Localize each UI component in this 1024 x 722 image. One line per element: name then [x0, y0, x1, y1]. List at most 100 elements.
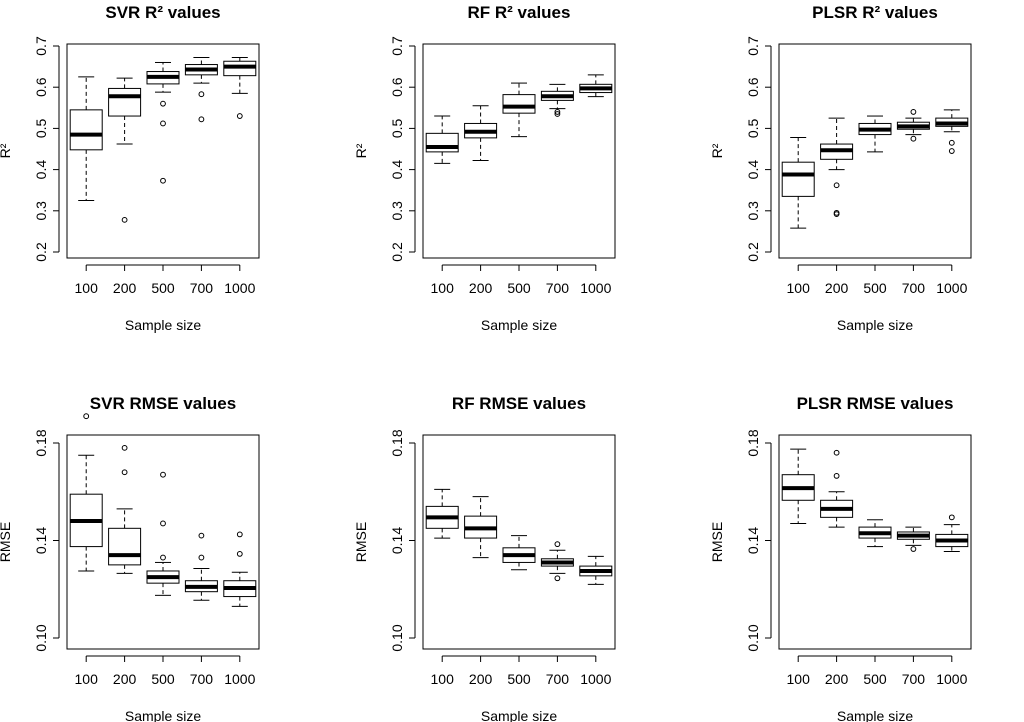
x-tick-label: 700 [902, 280, 926, 296]
iqr-box [781, 161, 815, 197]
y-tick-label: 0.2 [33, 242, 49, 262]
chart-panel-6: PLSR RMSE values 0.10 0.14 0.18 RMSE 100 200 50… [709, 394, 972, 722]
x-axis-label: Sample size [837, 317, 913, 333]
outlier-point [198, 116, 205, 123]
y-tick-label: 0.3 [745, 201, 761, 221]
y-tick-label: 0.6 [389, 77, 405, 97]
box-500 [502, 82, 536, 138]
x-tick-label: 700 [190, 280, 214, 296]
box-100 [69, 413, 103, 572]
outlier-point [554, 111, 561, 117]
y-axis-label: R² [0, 143, 13, 158]
y-tick-label: 0.4 [33, 160, 49, 180]
chart-title: RF R² values [468, 3, 571, 22]
x-tick-label: 200 [113, 280, 137, 296]
outlier-point [198, 532, 205, 539]
outlier-point [554, 109, 561, 115]
chart-panel-3: PLSR R² values 0.2 0.3 0.4 0.5 0.6 0.7 R² 100 200… [709, 3, 972, 333]
outlier-point [910, 546, 917, 552]
y-axis-label: R² [709, 143, 725, 158]
y-tick-label: 0.5 [33, 118, 49, 138]
chart-title: RF RMSE values [452, 394, 586, 413]
y-tick-label: 0.7 [745, 36, 761, 56]
outlier-point [160, 520, 166, 527]
outlier-point [198, 554, 205, 561]
y-tick-label: 0.18 [33, 429, 49, 456]
y-tick-label: 0.7 [33, 36, 49, 56]
x-tick-label: 500 [863, 671, 887, 687]
chart-panel-5: RF RMSE values 0.10 0.14 0.18 RMSE 100 200 500 7… [353, 394, 616, 722]
x-tick-label: 100 [431, 280, 455, 296]
x-tick-label: 500 [507, 671, 531, 687]
iqr-box [69, 109, 103, 151]
box-1000 [935, 514, 969, 552]
box-500 [858, 519, 892, 548]
x-tick-label: 500 [151, 280, 175, 296]
y-tick-label: 0.3 [389, 201, 405, 221]
box-1000 [223, 57, 257, 119]
y-tick-label: 0.5 [745, 118, 761, 138]
box-100 [781, 136, 815, 229]
y-axis-label: R² [353, 143, 369, 158]
x-axis-label: Sample size [837, 708, 913, 722]
plot-frame [778, 43, 972, 259]
x-tick-label: 700 [546, 671, 570, 687]
y-tick-label: 0.4 [389, 160, 405, 180]
chart-panel-4: SVR RMSE values 0.10 0.14 0.18 RMSE 100 200 500… [0, 394, 260, 722]
outlier-point [160, 100, 166, 107]
outlier-point [236, 531, 243, 538]
x-tick-label: 700 [902, 671, 926, 687]
outlier-point [833, 211, 840, 217]
x-tick-label: 1000 [580, 280, 611, 296]
box-100 [69, 76, 103, 201]
chart-title: PLSR RMSE values [797, 394, 954, 413]
outlier-point [833, 473, 840, 479]
x-axis-label: Sample size [125, 708, 201, 722]
box-500 [146, 471, 180, 596]
box-500 [502, 535, 536, 571]
plot-frame [66, 43, 260, 259]
outlier-point [910, 135, 917, 142]
box-700 [184, 532, 218, 601]
box-700 [896, 526, 930, 552]
y-tick-label: 0.18 [389, 429, 405, 456]
outlier-point [160, 554, 166, 561]
x-tick-label: 200 [469, 671, 493, 687]
y-tick-label: 0.2 [389, 242, 405, 262]
chart-title: SVR R² values [105, 3, 220, 22]
y-tick-label: 0.18 [745, 429, 761, 456]
x-axis-label: Sample size [481, 708, 557, 722]
chart-panel-2: RF R² values 0.2 0.3 0.4 0.5 0.6 0.7 R² 100 200 50… [353, 3, 616, 333]
box-700 [184, 57, 218, 123]
box-500 [858, 115, 892, 153]
y-tick-label: 0.10 [745, 624, 761, 651]
box-1000 [579, 74, 613, 98]
box-700 [540, 83, 574, 117]
x-tick-label: 100 [431, 671, 455, 687]
x-tick-label: 1000 [224, 671, 255, 687]
x-tick-label: 200 [825, 671, 849, 687]
box-500 [146, 61, 180, 184]
y-tick-label: 0.7 [389, 36, 405, 56]
x-tick-label: 100 [787, 671, 811, 687]
box-200 [464, 105, 498, 162]
box-200 [108, 444, 142, 574]
box-100 [781, 448, 815, 524]
outlier-point [121, 444, 128, 451]
y-tick-label: 0.14 [745, 527, 761, 554]
x-tick-label: 1000 [936, 280, 967, 296]
outlier-point [948, 514, 955, 521]
x-tick-label: 1000 [936, 671, 967, 687]
box-1000 [223, 531, 257, 607]
chart-title: PLSR R² values [812, 3, 938, 22]
x-tick-label: 200 [113, 671, 137, 687]
outlier-point [160, 120, 166, 127]
x-tick-label: 100 [75, 671, 99, 687]
outlier-point [236, 113, 243, 119]
outlier-point [121, 469, 128, 476]
iqr-box [502, 94, 536, 114]
outlier-point [83, 413, 90, 420]
outlier-point [833, 449, 840, 456]
x-tick-label: 1000 [580, 671, 611, 687]
